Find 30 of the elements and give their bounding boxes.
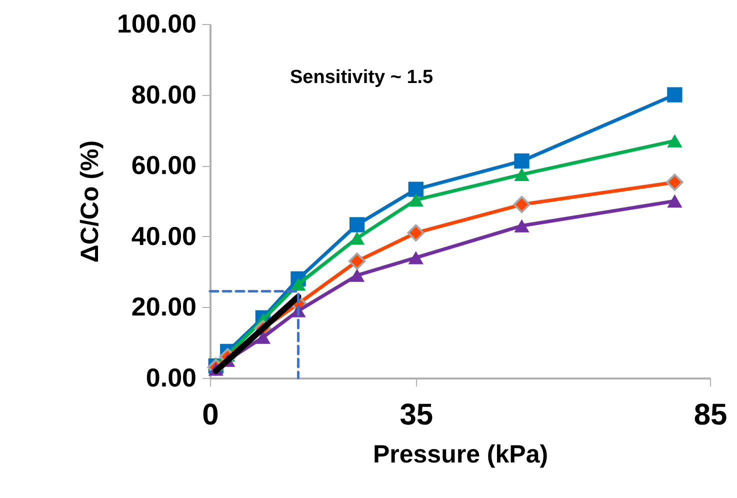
x-tick-label: 0 <box>202 398 219 432</box>
y-axis-title: ΔC/Co (%) <box>76 140 104 263</box>
x-tick-label: 35 <box>400 398 434 432</box>
point <box>514 168 530 182</box>
point <box>349 217 365 232</box>
x-axis-title: Pressure (kPa) <box>372 440 548 468</box>
y-tick-label: 100.00 <box>116 8 196 38</box>
point <box>255 330 271 344</box>
y-tick-label: 40.00 <box>131 220 196 251</box>
point <box>667 194 682 208</box>
point <box>514 153 530 169</box>
y-tick-label: 0.00 <box>146 362 196 392</box>
point <box>348 252 366 270</box>
x-tick-label: 85 <box>694 398 728 432</box>
point <box>407 224 424 242</box>
point <box>667 87 682 102</box>
annotation: Sensitivity ~ 1.5 <box>290 67 434 88</box>
point <box>408 193 424 207</box>
point <box>666 174 684 191</box>
point <box>408 251 424 264</box>
point <box>514 219 530 232</box>
point <box>667 134 682 148</box>
point <box>408 182 424 197</box>
y-tick-label: 80.00 <box>131 79 196 110</box>
point <box>513 196 530 214</box>
point <box>349 232 365 245</box>
point <box>290 278 306 291</box>
y-tick-label: 20.00 <box>131 292 196 322</box>
point <box>349 268 365 282</box>
y-tick-label: 60.00 <box>131 150 196 180</box>
